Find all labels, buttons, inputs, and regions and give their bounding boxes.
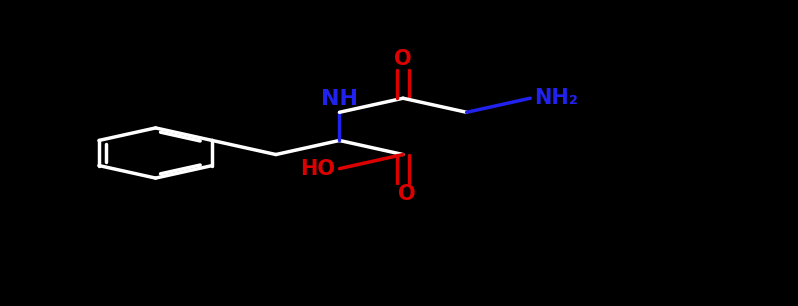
Text: HO: HO bbox=[301, 159, 335, 179]
Text: NH₂: NH₂ bbox=[534, 88, 578, 108]
Text: O: O bbox=[398, 184, 416, 204]
Text: NH: NH bbox=[321, 89, 358, 109]
Text: O: O bbox=[394, 49, 412, 69]
